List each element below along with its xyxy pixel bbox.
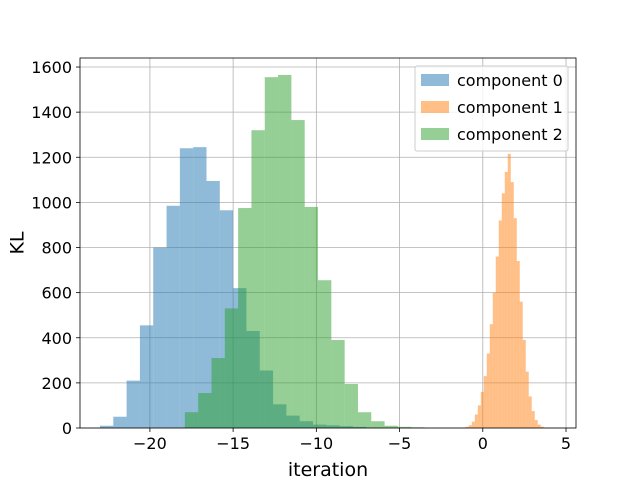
histogram-bar <box>483 376 487 428</box>
x-tick-label: −10 <box>299 434 333 453</box>
histogram-bar <box>474 414 478 428</box>
histogram-bar <box>224 308 239 428</box>
series-2 <box>184 74 425 429</box>
histogram-bar <box>384 425 398 428</box>
histogram-bar <box>99 425 114 428</box>
histogram-bar <box>516 261 520 428</box>
y-tick-label: 1000 <box>31 193 72 212</box>
histogram-bar <box>495 256 499 428</box>
histogram-bar <box>510 182 514 428</box>
legend-swatch <box>421 128 449 140</box>
y-tick-label: 200 <box>41 374 72 393</box>
histogram-bar <box>531 411 535 428</box>
histogram-bar <box>193 147 207 429</box>
legend-swatch <box>421 101 449 113</box>
histogram-bar <box>166 205 180 428</box>
y-tick-label: 0 <box>62 419 72 438</box>
histogram-bar <box>139 325 154 428</box>
ticks: −20 −15 −10 −5 0 5 0 200 400 600 800 1000 1200 1400 16… <box>31 58 571 453</box>
histogram-bar <box>198 393 212 428</box>
histogram-bar <box>534 420 538 428</box>
histogram-bar <box>528 396 532 428</box>
bars <box>99 74 547 429</box>
histogram-bar <box>291 120 305 428</box>
histogram-bar <box>477 405 481 428</box>
histogram-bar <box>278 74 292 429</box>
y-tick-label: 1200 <box>31 148 72 167</box>
x-axis-label: iteration <box>288 459 368 480</box>
histogram-bar <box>318 280 332 428</box>
legend-box <box>414 65 569 152</box>
x-tick-label: 5 <box>561 434 571 453</box>
histogram-bar <box>113 416 127 428</box>
legend: component 0 component 1 component 2 <box>414 65 569 152</box>
histogram-bar <box>501 193 505 428</box>
histogram-bar <box>537 424 541 428</box>
y-tick-label: 400 <box>41 329 72 348</box>
y-axis-label: KL <box>7 231 29 254</box>
x-tick-label: −15 <box>216 434 250 453</box>
histogram-bar <box>519 301 523 428</box>
plot-frame <box>79 57 577 429</box>
histogram-bar <box>513 218 517 428</box>
y-tick-label: 1600 <box>31 58 72 77</box>
histogram-bar <box>238 208 252 428</box>
x-tick-label: −5 <box>388 434 412 453</box>
histogram-bar <box>126 380 140 428</box>
legend-label: component 0 <box>457 71 563 90</box>
histogram-bar <box>251 130 265 428</box>
histogram-bar <box>304 206 319 428</box>
histogram-bar <box>371 421 385 428</box>
histogram-bar <box>504 171 508 428</box>
series-1 <box>462 153 547 428</box>
y-tick-label: 600 <box>41 284 72 303</box>
histogram-bar <box>331 340 345 428</box>
y-tick-label: 1400 <box>31 103 72 122</box>
histogram-bar <box>492 292 496 428</box>
histogram-bar <box>471 421 475 428</box>
histogram-bar <box>540 426 544 428</box>
histogram-bar <box>525 371 529 428</box>
histogram-bar <box>357 412 372 428</box>
histogram-bar <box>522 340 526 428</box>
histogram-bar <box>397 426 412 428</box>
histogram-bar <box>486 353 490 428</box>
histogram-bar <box>211 358 225 428</box>
legend-swatch <box>421 74 449 86</box>
histogram-bar <box>498 220 502 428</box>
histogram-bar <box>489 324 493 428</box>
x-tick-label: −20 <box>133 434 167 453</box>
histogram-bar <box>179 148 194 428</box>
histogram-bar <box>184 412 199 428</box>
histogram-bar <box>468 425 472 428</box>
histogram-bar <box>465 426 469 428</box>
histogram-bar <box>480 391 484 428</box>
histogram-bar <box>153 247 167 428</box>
histogram-bar <box>507 153 511 428</box>
histogram-bar <box>344 384 358 428</box>
y-tick-label: 800 <box>41 239 72 258</box>
legend-label: component 2 <box>457 125 563 144</box>
x-tick-label: 0 <box>478 434 488 453</box>
histogram-bar <box>264 77 279 429</box>
legend-label: component 1 <box>457 98 563 117</box>
